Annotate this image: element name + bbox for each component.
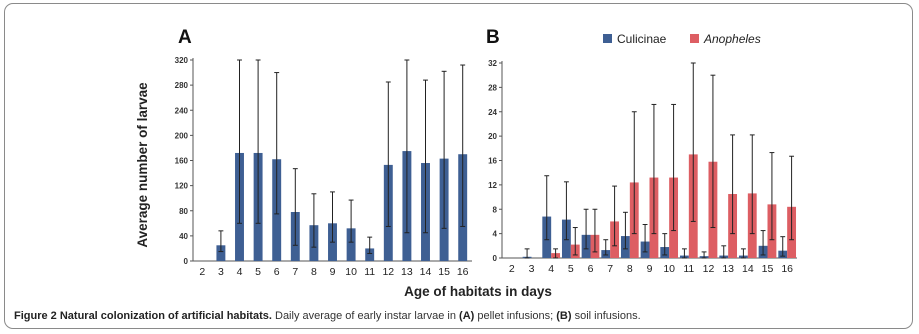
panel-a-ytick-label: 200 [175, 131, 189, 140]
panel-b-ytick-label: 24 [488, 108, 497, 117]
panel-a-ytick-label: 80 [179, 207, 188, 216]
legend-label-culicinae: Culicinae [617, 32, 667, 46]
caption-ref-a: (A) [459, 310, 475, 322]
panel-a-series-bar [365, 248, 375, 261]
panel-b-label: B [486, 27, 500, 48]
panel-a-ytick-label: 40 [179, 232, 188, 241]
panel-b-ytick-label: 20 [488, 132, 497, 141]
panel-b-legend: Culicinae Anopheles [603, 32, 761, 46]
panel-a-ytick-label: 160 [175, 157, 189, 166]
figure-caption: Figure 2 Natural colonization of artific… [14, 310, 641, 322]
panel-b-ytick-label: 12 [488, 181, 497, 190]
panel-a-xtick-label: 14 [420, 266, 432, 278]
panel-a-xtick-label: 13 [401, 266, 413, 278]
panel-a-ytick-label: 240 [175, 106, 189, 115]
legend-swatch-culicinae [603, 34, 612, 43]
panel-a-ytick-label: 280 [175, 81, 189, 90]
panel-b-xtick-label: 14 [742, 263, 754, 275]
panel-a-ytick-label: 0 [184, 257, 189, 266]
panel-a-xtick-label: 12 [382, 266, 394, 278]
panel-b-ytick-label: 8 [493, 205, 498, 214]
panel-a-xtick-label: 5 [255, 266, 261, 278]
panel-b-xtick-label: 4 [548, 263, 554, 275]
panel-a-xtick-label: 6 [274, 266, 280, 278]
panel-b-ytick-label: 32 [488, 59, 497, 68]
panel-a-ytick-label: 120 [175, 182, 189, 191]
panel-b-xtick-label: 13 [722, 263, 734, 275]
panel-b-xtick-label: 3 [529, 263, 535, 275]
shared-xlabel: Age of habitats in days [404, 284, 552, 299]
panel-b-xtick-label: 15 [762, 263, 774, 275]
panel-a-xtick-label: 2 [199, 266, 205, 278]
legend-label-anopheles: Anopheles [703, 32, 761, 46]
panel-a-label: A [178, 27, 192, 48]
caption-text-2: pellet infusions; [474, 310, 557, 322]
panel-a-chart: A Average number of larvae 0 40 80 120 160 20… [135, 27, 472, 278]
caption-title: Figure 2 Natural colonization of artific… [14, 310, 272, 322]
panel-b-ytick-label: 4 [493, 230, 498, 239]
panel-a-series-bar [216, 245, 226, 261]
caption-text-1: Daily average of early instar larvae in [271, 310, 460, 322]
panel-a-ylabel: Average number of larvae [135, 82, 150, 248]
panel-a-xtick-label: 15 [438, 266, 450, 278]
panel-b-chart: B Culicinae Anopheles 0 4 8 12 16 20 24 28 32 2 3 4… [486, 27, 797, 275]
panel-a-ytick-label: 320 [175, 56, 189, 65]
panel-b-xtick-label: 8 [627, 263, 633, 275]
panel-b-ytick-label: 0 [493, 254, 498, 263]
panel-b-ytick-label: 16 [488, 157, 497, 166]
panel-a-xtick-label: 16 [457, 266, 469, 278]
panel-a-xtick-label: 7 [292, 266, 298, 278]
panel-a-xtick-label: 9 [330, 266, 336, 278]
panel-a-xtick-label: 4 [237, 266, 243, 278]
panel-b-xtick-label: 7 [607, 263, 613, 275]
caption-ref-b: (B) [556, 310, 572, 322]
legend-swatch-anopheles [690, 34, 699, 43]
panel-a-xtick-label: 11 [364, 266, 375, 278]
panel-b-xtick-label: 2 [509, 263, 515, 275]
panel-a-series-bar [346, 228, 356, 261]
panel-b-xtick-label: 12 [703, 263, 715, 275]
panel-b-xtick-label: 6 [588, 263, 594, 275]
panel-b-xtick-label: 9 [647, 263, 653, 275]
panel-b-xtick-label: 11 [683, 263, 694, 275]
panel-b-xtick-label: 5 [568, 263, 574, 275]
panel-a-xtick-label: 10 [345, 266, 357, 278]
panel-b-ytick-label: 28 [488, 83, 497, 92]
panel-b-xtick-label: 10 [663, 263, 675, 275]
panel-a-xtick-label: 3 [218, 266, 224, 278]
caption-text-3: soil infusions. [571, 310, 641, 322]
panel-a-xtick-label: 8 [311, 266, 317, 278]
panel-b-xtick-label: 16 [781, 263, 793, 275]
